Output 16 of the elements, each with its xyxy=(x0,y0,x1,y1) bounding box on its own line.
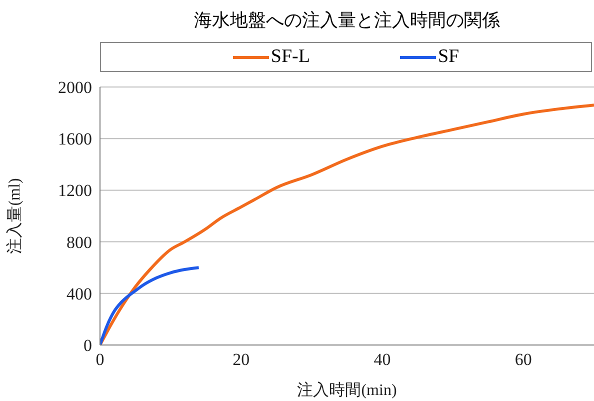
x-axis-title: 注入時間(min) xyxy=(297,381,397,399)
x-tick-label: 40 xyxy=(374,350,391,370)
legend-label: SF-L xyxy=(270,46,310,68)
x-tick-label: 0 xyxy=(96,350,104,370)
x-tick-label: 20 xyxy=(232,350,250,370)
y-tick-label: 400 xyxy=(66,284,92,304)
y-tick-label: 0 xyxy=(84,336,92,356)
y-axis-title: 注入量(ml) xyxy=(6,178,24,254)
y-tick-label: 1600 xyxy=(58,130,92,149)
y-tick-label: 800 xyxy=(66,232,92,252)
chart-title: 海水地盤への注入量と注入時間の関係 xyxy=(193,9,501,32)
y-tick-label: 2000 xyxy=(58,78,92,98)
x-tick-label: 60 xyxy=(514,350,532,370)
legend-label: SF xyxy=(438,46,460,68)
line-series xyxy=(100,266,200,345)
y-tick-label: 1200 xyxy=(58,181,92,200)
